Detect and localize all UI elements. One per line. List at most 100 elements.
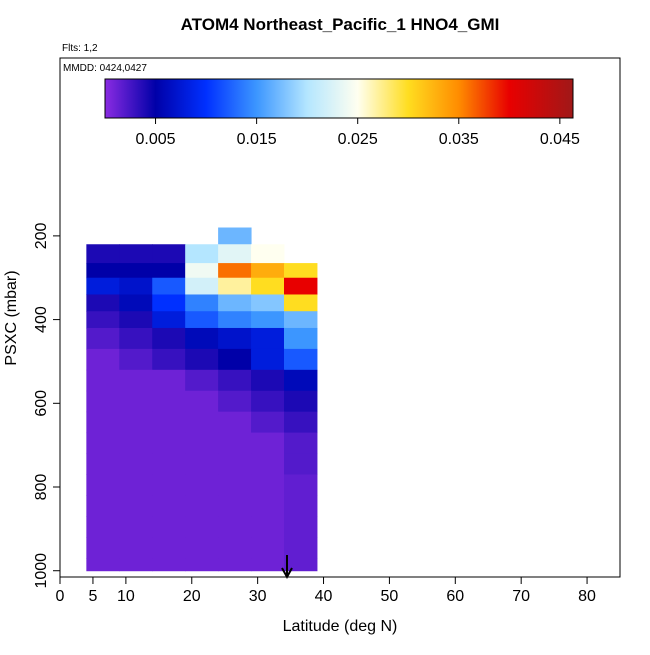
heat-cell	[251, 244, 285, 264]
y-tick-label: 800	[33, 474, 50, 501]
x-tick-label: 70	[512, 588, 530, 605]
heat-cell	[251, 327, 285, 350]
heat-cell	[152, 369, 186, 392]
heat-cell	[119, 263, 153, 279]
heat-cell	[251, 432, 285, 455]
heat-cell	[251, 411, 285, 434]
heat-cell	[185, 294, 219, 312]
heat-cell	[152, 474, 186, 496]
x-tick-label: 20	[183, 588, 201, 605]
heat-cell	[218, 244, 252, 264]
heat-cell	[284, 453, 318, 475]
y-axis-label: PSXC (mbar)	[3, 270, 20, 365]
heat-cell	[218, 227, 252, 245]
heat-cell	[86, 294, 120, 312]
arrow-head	[281, 567, 293, 580]
heat-cell	[152, 277, 186, 295]
heat-cell	[218, 263, 252, 279]
heat-cell	[251, 516, 285, 538]
heat-cell	[284, 537, 318, 559]
chart-title: ATOM4 Northeast_Pacific_1 HNO4_GMI	[181, 15, 500, 34]
heat-cell	[119, 369, 153, 392]
heat-cell	[119, 277, 153, 295]
heat-cell	[218, 516, 252, 538]
x-tick-label: 5	[88, 588, 97, 605]
heat-cell	[86, 311, 120, 329]
colorbar-tick-label: 0.015	[237, 131, 277, 148]
heat-cell	[251, 495, 285, 517]
colorbar	[104, 78, 574, 119]
heat-cell	[185, 537, 219, 559]
heat-cell	[119, 294, 153, 312]
heat-cell	[86, 369, 120, 392]
colorbar-tick-label: 0.005	[136, 131, 176, 148]
heat-cell	[86, 558, 120, 572]
heat-cell	[284, 263, 318, 279]
heat-cell	[152, 390, 186, 413]
heat-cell	[152, 453, 186, 475]
y-tick-label: 200	[33, 222, 50, 249]
heat-cell	[218, 558, 252, 572]
heat-cell	[86, 244, 120, 264]
colorbar-tick-label: 0.035	[439, 131, 479, 148]
heat-cell	[218, 327, 252, 350]
heat-cell	[86, 411, 120, 434]
heat-cell	[185, 474, 219, 496]
heat-cell	[218, 277, 252, 295]
heat-cell	[218, 432, 252, 455]
heat-cell	[119, 244, 153, 264]
heat-cell	[251, 311, 285, 329]
heat-cell	[119, 474, 153, 496]
heat-cell	[152, 411, 186, 434]
heat-cell	[152, 558, 186, 572]
heat-cell	[284, 474, 318, 496]
heat-cell	[119, 537, 153, 559]
heat-cell	[185, 495, 219, 517]
heat-cell	[119, 411, 153, 434]
heat-cell	[86, 453, 120, 475]
heat-cell	[185, 558, 219, 572]
heat-cell	[218, 453, 252, 475]
heat-cell	[119, 558, 153, 572]
x-tick-label: 80	[578, 588, 596, 605]
x-axis-label: Latitude (deg N)	[283, 618, 398, 635]
heat-cell	[86, 390, 120, 413]
heat-cell	[251, 390, 285, 413]
heat-cell	[185, 411, 219, 434]
heat-cell	[218, 348, 252, 371]
heat-cell	[185, 432, 219, 455]
heat-cell	[185, 311, 219, 329]
heat-cell	[152, 432, 186, 455]
heat-cell	[251, 453, 285, 475]
heat-cell	[152, 263, 186, 279]
heat-cell	[284, 327, 318, 350]
heat-cell	[185, 348, 219, 371]
heat-cell	[119, 348, 153, 371]
heat-cell	[152, 244, 186, 264]
heat-cell	[284, 311, 318, 329]
heat-cell	[251, 474, 285, 496]
heat-cell	[86, 327, 120, 350]
heat-cell	[218, 369, 252, 392]
heat-cell	[86, 537, 120, 559]
x-tick-label: 10	[117, 588, 135, 605]
heat-cell	[284, 495, 318, 517]
heat-cell	[152, 495, 186, 517]
heat-cell	[185, 244, 219, 264]
heat-cell	[152, 311, 186, 329]
heat-cell	[218, 294, 252, 312]
heat-cell	[284, 294, 318, 312]
x-tick-label: 50	[381, 588, 399, 605]
heat-cell	[152, 537, 186, 559]
heat-cell	[185, 516, 219, 538]
heat-cell	[284, 411, 318, 434]
heat-cell	[251, 263, 285, 279]
heat-cell	[185, 263, 219, 279]
heat-cell	[119, 390, 153, 413]
x-tick-label: 30	[249, 588, 267, 605]
heat-cell	[251, 348, 285, 371]
heat-cell	[119, 311, 153, 329]
colorbar-tick-label: 0.045	[540, 131, 580, 148]
heat-cell	[218, 390, 252, 413]
